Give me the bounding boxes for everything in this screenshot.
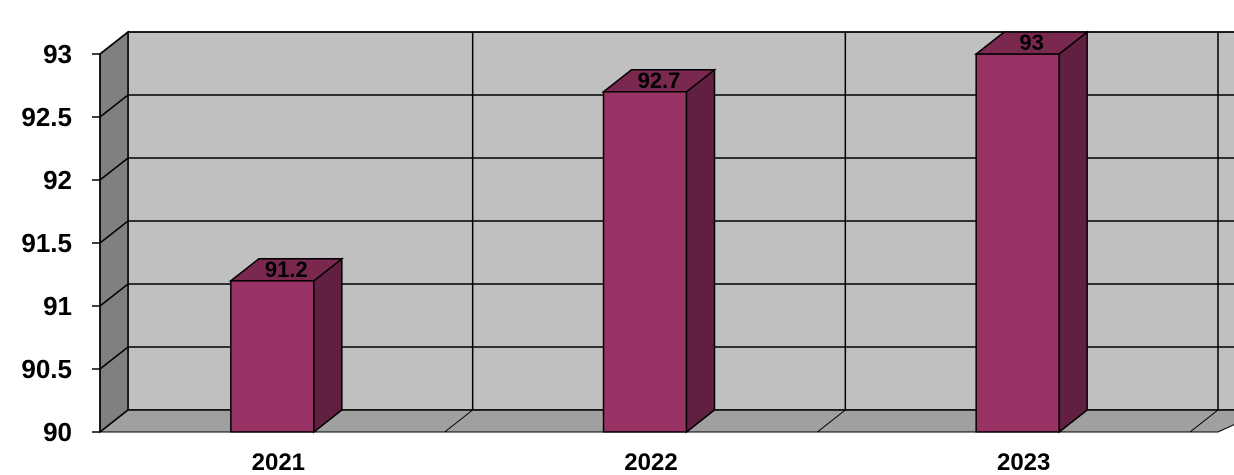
y-tick-label: 92 [43, 165, 72, 195]
bar-front [231, 281, 314, 432]
bar-front [976, 54, 1059, 432]
data-label: 92.7 [638, 68, 681, 93]
y-tick-label: 91.5 [21, 228, 72, 258]
x-tick-label: 2022 [624, 449, 677, 475]
bar-2021 [231, 259, 342, 432]
y-tick-label: 90 [43, 417, 72, 447]
x-axis-ticks: 2021 2022 2023 [252, 449, 1051, 475]
bar-side [687, 70, 715, 432]
x-tick-label: 2023 [997, 449, 1050, 475]
data-label: 91.2 [265, 257, 308, 282]
y-tick-label: 90.5 [21, 354, 72, 384]
y-tick-label: 91 [43, 291, 72, 321]
bar-side [1059, 32, 1087, 432]
y-axis-ticks: 90 90.5 91 91.5 92 92.5 93 [21, 39, 72, 447]
x-tick-label: 2021 [252, 449, 305, 475]
data-label: 93 [1019, 30, 1043, 55]
bar-2022 [604, 70, 715, 432]
y-tick-label: 93 [43, 39, 72, 69]
bar-side [314, 259, 342, 432]
bar-front [604, 92, 687, 432]
y-tick-label: 92.5 [21, 102, 72, 132]
bar-2023 [976, 32, 1087, 432]
